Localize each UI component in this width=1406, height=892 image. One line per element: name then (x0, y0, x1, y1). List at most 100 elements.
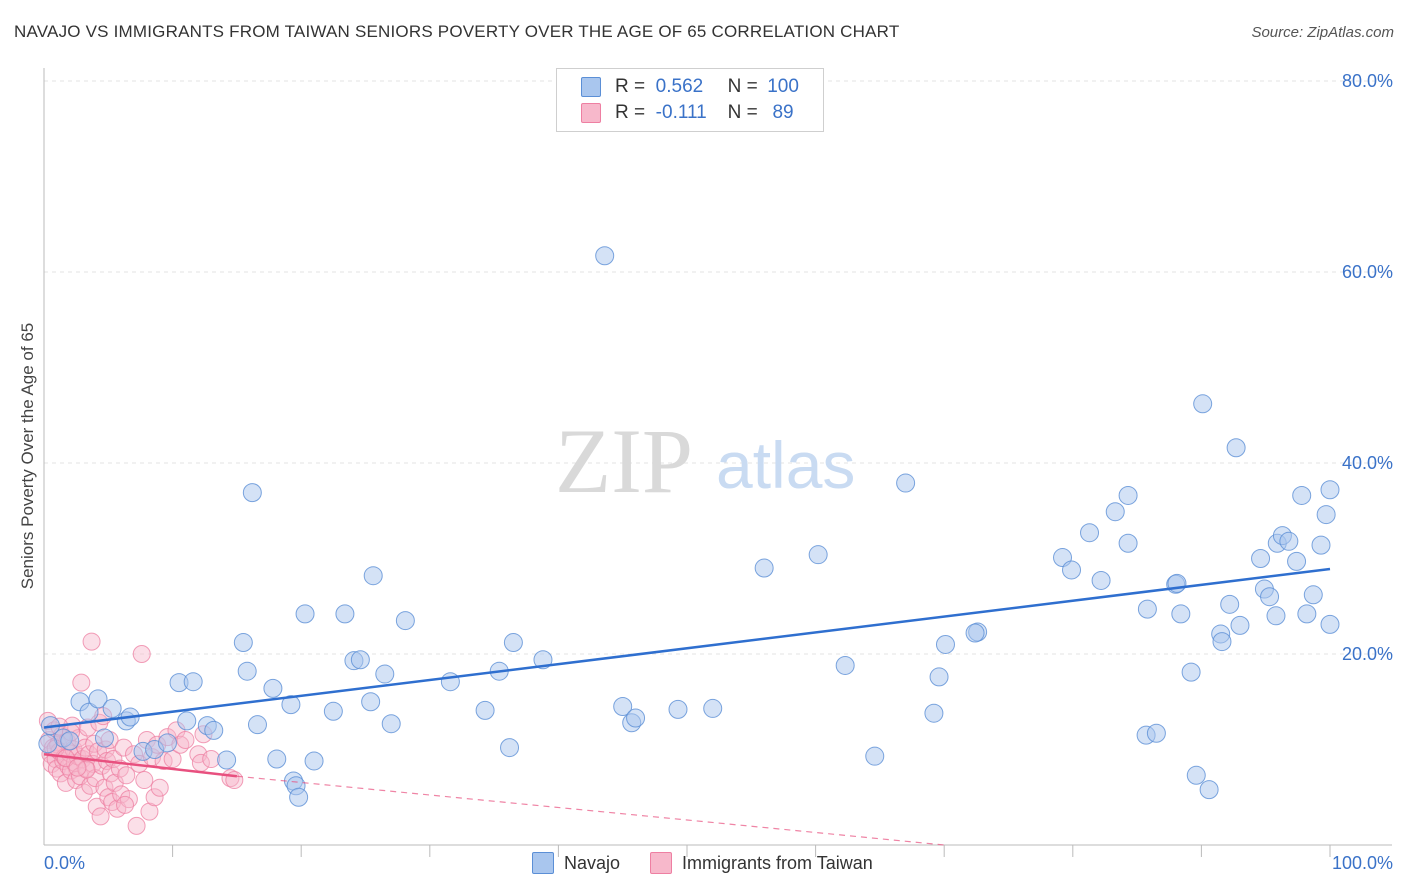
taiwan-trend-line (43, 753, 238, 778)
navajo-point (1230, 615, 1250, 635)
navajo-point (1091, 570, 1111, 590)
x-tick-label: 0.0% (44, 853, 85, 873)
taiwan-point (145, 788, 164, 807)
navajo-point (1220, 594, 1240, 614)
navajo-point (375, 664, 395, 684)
taiwan-swatch (581, 103, 601, 123)
navajo-point (1279, 531, 1299, 551)
grid-lines (44, 80, 1392, 655)
navajo-point (1320, 614, 1340, 634)
series-legend: Navajo Immigrants from Taiwan (532, 852, 903, 874)
navajo-point (304, 751, 324, 771)
navajo-point (350, 650, 370, 670)
navajo-point (865, 746, 885, 766)
legend-item-navajo: Navajo (532, 852, 620, 874)
legend-row-taiwan: R = -0.111 N = 89 (581, 101, 803, 125)
taiwan-point (82, 632, 101, 651)
navajo-point (1226, 438, 1246, 458)
navajo-point (1062, 560, 1082, 580)
source-label: Source: ZipAtlas.com (1251, 24, 1394, 41)
navajo-point (835, 655, 855, 675)
taiwan-point (68, 758, 87, 777)
navajo-point (94, 728, 114, 748)
navajo-r-label: R = (615, 76, 646, 97)
navajo-point (102, 698, 122, 718)
navajo-point (60, 731, 80, 751)
navajo-point (703, 698, 723, 718)
navajo-point (177, 711, 197, 731)
navajo-point (1311, 535, 1331, 555)
navajo-n-value: 100 (767, 76, 799, 97)
tick-labels: 20.0% 40.0% 60.0% 80.0% 0.0% 100.0% (44, 71, 1393, 873)
correlation-legend: R = 0.562 N = 100 R = -0.111 N = 89 (556, 68, 824, 132)
taiwan-point (135, 771, 154, 790)
navajo-point (896, 473, 916, 493)
navajo-legend-swatch (532, 852, 554, 874)
navajo-point (88, 689, 108, 709)
axes (43, 68, 1392, 857)
navajo-point (1316, 505, 1336, 525)
navajo-point (363, 566, 383, 586)
x-tick-label: 100.0% (1332, 853, 1393, 873)
navajo-point (335, 604, 355, 624)
navajo-point (1186, 765, 1206, 785)
navajo-point (965, 623, 985, 643)
navajo-point (1292, 485, 1312, 505)
navajo-point (183, 672, 203, 692)
navajo-point (924, 703, 944, 723)
navajo-point (626, 708, 646, 728)
navajo-point (1287, 551, 1307, 571)
navajo-points (38, 246, 1340, 807)
taiwan-r-label: R = (615, 102, 646, 123)
navajo-point (1303, 585, 1323, 605)
navajo-point (929, 667, 949, 687)
navajo-point (1297, 604, 1317, 624)
navajo-point (38, 734, 58, 754)
legend-label-navajo: Navajo (564, 852, 621, 873)
navajo-point (1118, 533, 1138, 553)
navajo-point (1105, 502, 1125, 522)
taiwan-point (176, 730, 195, 749)
taiwan-point (202, 750, 221, 769)
navajo-point (1212, 632, 1232, 652)
navajo-point (361, 692, 381, 712)
taiwan-point (150, 778, 169, 797)
legend-row-navajo: R = 0.562 N = 100 (581, 75, 803, 99)
navajo-point (1266, 606, 1286, 626)
y-tick-label: 40.0% (1342, 453, 1393, 473)
navajo-point (204, 720, 224, 740)
navajo-point (289, 787, 309, 807)
taiwan-n-value: 89 (772, 102, 794, 123)
navajo-point (754, 558, 774, 578)
navajo-point (475, 700, 495, 720)
taiwan-point (72, 673, 91, 692)
navajo-r-value: 0.562 (655, 76, 704, 97)
taiwan-point (74, 783, 93, 802)
navajo-point (395, 611, 415, 631)
navajo-point (233, 633, 253, 653)
watermark-zip: ZIP (555, 410, 693, 512)
taiwan-point (140, 802, 159, 821)
navajo-point (440, 672, 460, 692)
navajo-trend-line (43, 567, 1331, 729)
taiwan-legend-swatch (650, 852, 673, 874)
navajo-point (263, 678, 283, 698)
navajo-swatch (581, 77, 601, 97)
navajo-point (1193, 394, 1213, 414)
navajo-point (595, 246, 615, 266)
navajo-point (1080, 523, 1100, 543)
navajo-point (1251, 549, 1271, 568)
chart-title: NAVAJO VS IMMIGRANTS FROM TAIWAN SENIORS… (14, 22, 900, 41)
navajo-n-label: N = (727, 76, 758, 97)
navajo-point (1199, 780, 1219, 800)
navajo-point (500, 738, 520, 758)
navajo-point (668, 699, 688, 719)
taiwan-point (117, 766, 136, 785)
navajo-point (1260, 587, 1280, 607)
legend-item-taiwan: Immigrants from Taiwan (650, 852, 873, 874)
y-tick-label: 60.0% (1342, 262, 1393, 282)
navajo-point (217, 750, 237, 770)
navajo-point (1181, 662, 1201, 682)
navajo-point (267, 749, 287, 769)
navajo-point (323, 701, 343, 721)
